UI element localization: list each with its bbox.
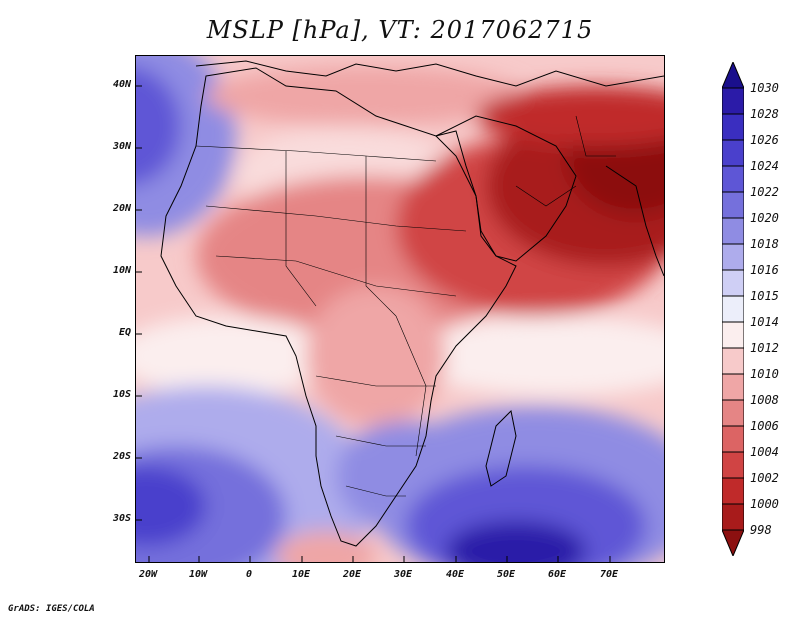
cape-low: [276, 531, 376, 562]
madagascar-coast: [485, 409, 517, 487]
axis-ticks: [136, 85, 611, 562]
caspian-low: [476, 86, 664, 146]
colorbar-label: 1006: [750, 419, 779, 433]
colorbar-swatch-bottom: [722, 529, 744, 556]
colorbar-swatch: [722, 451, 744, 479]
colorbar-label: 1000: [750, 497, 779, 511]
colorbar-swatch: [722, 113, 744, 141]
lat-label-10s: 10S: [112, 389, 131, 400]
colorbar-swatch: [722, 347, 744, 375]
colorbar-label: 1014: [750, 315, 779, 329]
colorbar-label: 1030: [750, 81, 779, 95]
colorbar-label: 1010: [750, 367, 779, 381]
colorbar-swatch: [722, 399, 744, 427]
colorbar-label: 1004: [750, 445, 779, 459]
colorbar: [722, 62, 744, 556]
colorbar-swatch-top: [722, 62, 744, 89]
lat-label-30n: 30N: [112, 141, 131, 152]
lon-label-70e: 70E: [599, 569, 619, 580]
lon-label-20w: 20W: [138, 569, 158, 580]
lat-label-30s: 30S: [112, 513, 131, 524]
south-atlantic-high-core: [136, 466, 206, 546]
lon-label-0: 0: [245, 569, 253, 580]
lon-label-50e: 50E: [496, 569, 516, 580]
lon-label-10w: 10W: [188, 569, 208, 580]
lon-label-30e: 30E: [393, 569, 413, 580]
colorbar-swatch: [722, 87, 744, 115]
europe-coast: [195, 60, 664, 87]
colorbar-swatches: [722, 62, 744, 556]
country-borders: [195, 115, 616, 497]
colorbar-swatch: [722, 243, 744, 271]
colorbar-label: 1016: [750, 263, 779, 277]
colorbar-swatch: [722, 295, 744, 323]
indian-ocean-neutral: [406, 316, 664, 396]
atlantic-high-north-core: [136, 67, 181, 185]
colorbar-label: 1015: [750, 289, 779, 303]
colorbar-label: 1020: [750, 211, 779, 225]
pressure-map: [135, 55, 665, 563]
colorbar-label: 1024: [750, 159, 779, 173]
central-africa-low: [306, 286, 446, 426]
colorbar-swatch: [722, 217, 744, 245]
lon-label-10e: 10E: [291, 569, 311, 580]
colorbar-swatch: [722, 165, 744, 193]
colorbar-label: 1022: [750, 185, 779, 199]
colorbar-label: 1028: [750, 107, 779, 121]
lat-label-20n: 20N: [112, 203, 131, 214]
india-coast: [605, 165, 664, 277]
colorbar-swatch: [722, 477, 744, 505]
colorbar-label: 1012: [750, 341, 779, 355]
lat-label-10n: 10N: [112, 265, 131, 276]
pressure-blobs: [136, 56, 664, 562]
grads-credit: GrADS: IGES/COLA: [8, 604, 95, 614]
colorbar-label: 998: [750, 523, 772, 537]
lon-label-40e: 40E: [445, 569, 465, 580]
colorbar-label: 1008: [750, 393, 779, 407]
colorbar-label: 1002: [750, 471, 779, 485]
lon-label-60e: 60E: [547, 569, 567, 580]
colorbar-swatch: [722, 139, 744, 167]
lon-label-20e: 20E: [342, 569, 362, 580]
colorbar-swatch: [722, 321, 744, 349]
indian-high-core: [446, 521, 586, 562]
colorbar-label: 1018: [750, 237, 779, 251]
colorbar-swatch: [722, 269, 744, 297]
lat-label-eq: EQ: [118, 327, 131, 338]
colorbar-swatch: [722, 425, 744, 453]
colorbar-swatch: [722, 373, 744, 401]
colorbar-swatch: [722, 191, 744, 219]
lat-label-40n: 40N: [112, 79, 131, 90]
lat-label-20s: 20S: [112, 451, 131, 462]
map-title: MSLP [hPa], VT: 2017062715: [206, 16, 594, 44]
colorbar-label: 1026: [750, 133, 779, 147]
colorbar-swatch: [722, 503, 744, 531]
arabia-coast: [435, 115, 577, 262]
med-band: [206, 66, 526, 126]
pressure-field: [136, 56, 664, 562]
